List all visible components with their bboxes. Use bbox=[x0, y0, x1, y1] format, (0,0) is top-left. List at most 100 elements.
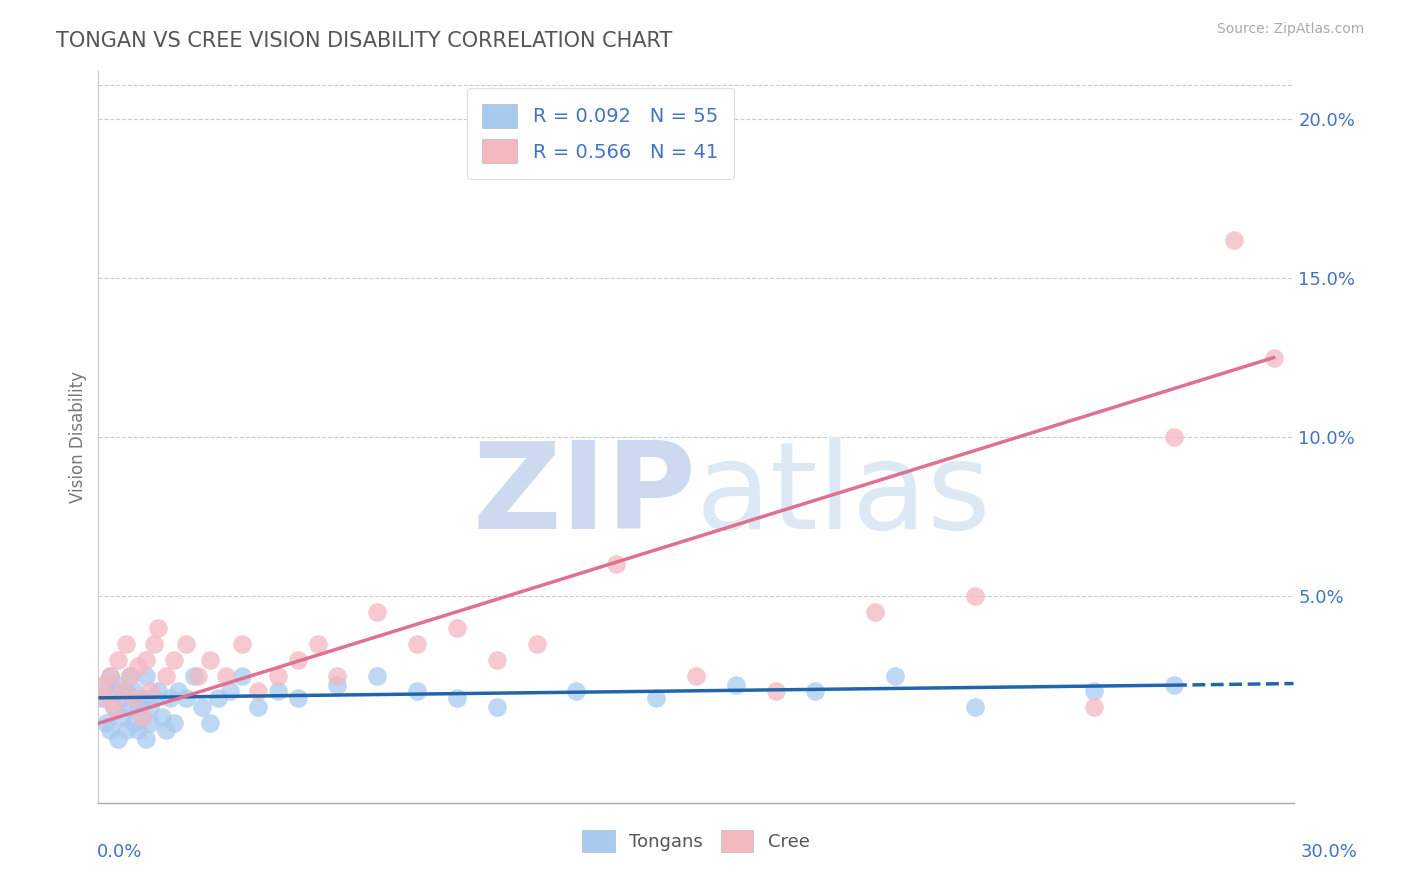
Point bbox=[107, 732, 129, 747]
Point bbox=[124, 690, 146, 705]
Point bbox=[1223, 233, 1246, 247]
Point bbox=[174, 637, 197, 651]
Point bbox=[111, 710, 134, 724]
Point bbox=[103, 700, 125, 714]
Point bbox=[485, 700, 508, 714]
Point bbox=[326, 668, 349, 682]
Point bbox=[124, 716, 146, 731]
Point bbox=[115, 723, 138, 737]
Point bbox=[139, 716, 162, 731]
Point bbox=[96, 716, 118, 731]
Point bbox=[103, 684, 125, 698]
Point bbox=[155, 668, 177, 682]
Point bbox=[120, 668, 142, 682]
Point bbox=[127, 700, 149, 714]
Point bbox=[143, 637, 166, 651]
Point bbox=[267, 668, 290, 682]
Point bbox=[963, 589, 986, 603]
Point bbox=[1163, 430, 1185, 444]
Point bbox=[135, 668, 157, 682]
Point bbox=[191, 700, 214, 714]
Point bbox=[287, 653, 309, 667]
Text: 0.0%: 0.0% bbox=[97, 843, 142, 861]
Point bbox=[103, 700, 125, 714]
Point bbox=[148, 621, 170, 635]
Point bbox=[246, 700, 269, 714]
Point bbox=[120, 700, 142, 714]
Point bbox=[287, 690, 309, 705]
Point bbox=[267, 684, 290, 698]
Point bbox=[685, 668, 707, 682]
Point bbox=[1263, 351, 1285, 365]
Point bbox=[135, 653, 157, 667]
Point bbox=[724, 678, 747, 692]
Point bbox=[131, 710, 153, 724]
Point bbox=[215, 668, 238, 682]
Point bbox=[406, 684, 429, 698]
Point bbox=[207, 690, 229, 705]
Legend: Tongans, Cree: Tongans, Cree bbox=[575, 823, 817, 860]
Point bbox=[98, 668, 122, 682]
Text: atlas: atlas bbox=[696, 437, 991, 554]
Text: TONGAN VS CREE VISION DISABILITY CORRELATION CHART: TONGAN VS CREE VISION DISABILITY CORRELA… bbox=[56, 31, 672, 51]
Point bbox=[605, 558, 627, 572]
Point bbox=[307, 637, 329, 651]
Point bbox=[111, 690, 134, 705]
Point bbox=[645, 690, 668, 705]
Point bbox=[98, 668, 122, 682]
Point bbox=[96, 690, 118, 705]
Point bbox=[98, 723, 122, 737]
Text: 30.0%: 30.0% bbox=[1301, 843, 1357, 861]
Point bbox=[167, 684, 190, 698]
Point bbox=[159, 690, 181, 705]
Point bbox=[111, 684, 134, 698]
Point bbox=[1083, 684, 1105, 698]
Point bbox=[115, 684, 138, 698]
Y-axis label: Vision Disability: Vision Disability bbox=[69, 371, 87, 503]
Point bbox=[326, 678, 349, 692]
Point bbox=[120, 668, 142, 682]
Point bbox=[485, 653, 508, 667]
Point bbox=[1163, 678, 1185, 692]
Point bbox=[231, 668, 253, 682]
Point bbox=[139, 684, 162, 698]
Point bbox=[198, 716, 221, 731]
Point bbox=[366, 605, 388, 619]
Point bbox=[150, 710, 173, 724]
Point bbox=[231, 637, 253, 651]
Point bbox=[96, 678, 118, 692]
Text: Source: ZipAtlas.com: Source: ZipAtlas.com bbox=[1216, 22, 1364, 37]
Point bbox=[115, 637, 138, 651]
Point bbox=[565, 684, 588, 698]
Point bbox=[139, 700, 162, 714]
Point bbox=[804, 684, 827, 698]
Point bbox=[127, 723, 149, 737]
Point bbox=[884, 668, 907, 682]
Point bbox=[143, 690, 166, 705]
Point bbox=[148, 684, 170, 698]
Point bbox=[446, 621, 468, 635]
Point bbox=[366, 668, 388, 682]
Point bbox=[406, 637, 429, 651]
Point bbox=[174, 690, 197, 705]
Point bbox=[91, 690, 114, 705]
Point bbox=[446, 690, 468, 705]
Point bbox=[163, 716, 186, 731]
Point bbox=[107, 653, 129, 667]
Point bbox=[963, 700, 986, 714]
Point bbox=[91, 678, 114, 692]
Point bbox=[131, 710, 153, 724]
Point bbox=[198, 653, 221, 667]
Point bbox=[183, 668, 205, 682]
Point bbox=[107, 678, 129, 692]
Text: ZIP: ZIP bbox=[472, 437, 696, 554]
Point bbox=[131, 690, 153, 705]
Point bbox=[765, 684, 787, 698]
Point bbox=[155, 723, 177, 737]
Point bbox=[219, 684, 242, 698]
Point bbox=[1083, 700, 1105, 714]
Point bbox=[163, 653, 186, 667]
Point bbox=[246, 684, 269, 698]
Point bbox=[865, 605, 887, 619]
Point bbox=[526, 637, 548, 651]
